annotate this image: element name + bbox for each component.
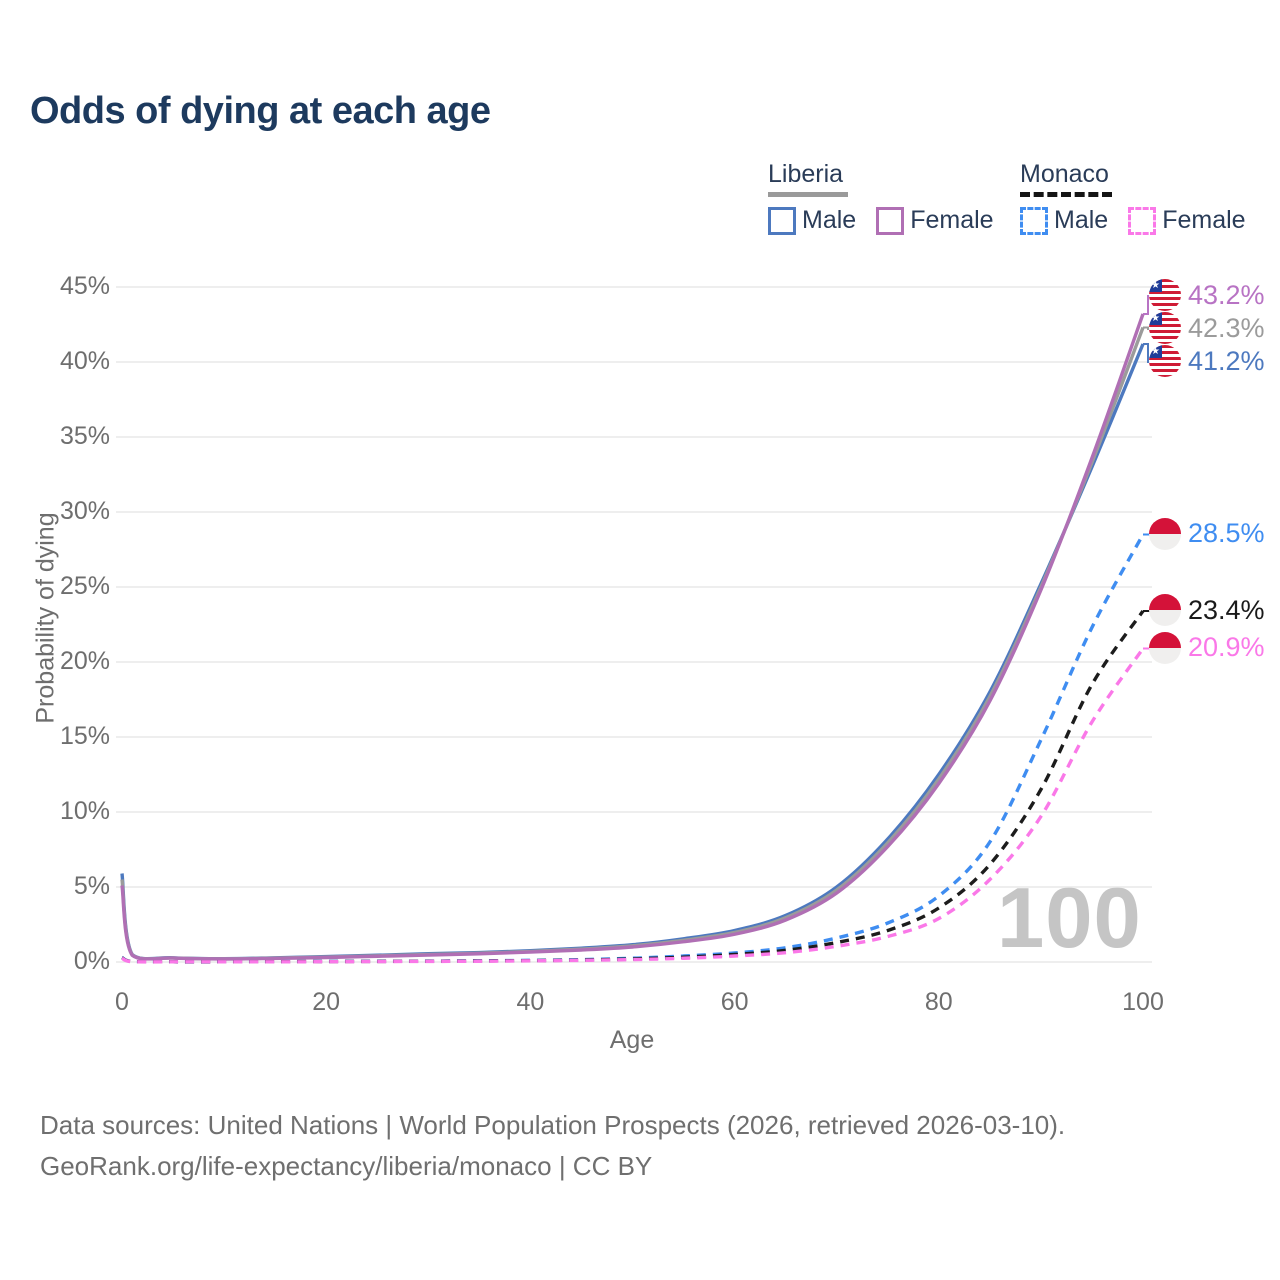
y-tick-label: 5% bbox=[73, 872, 110, 900]
legend-label-monaco-male: Male bbox=[1054, 206, 1109, 234]
end-label-value: 28.5% bbox=[1188, 518, 1265, 548]
x-tick-label: 100 bbox=[1122, 988, 1164, 1016]
y-tick-label: 10% bbox=[59, 797, 110, 825]
legend-linestyle-dashed bbox=[1020, 192, 1112, 197]
y-tick-label: 45% bbox=[59, 272, 110, 300]
monaco-flag-icon bbox=[1149, 631, 1181, 664]
y-tick-label: 0% bbox=[73, 947, 110, 975]
legend-label-monaco-female: Female bbox=[1162, 206, 1246, 234]
legend-linestyle-solid bbox=[768, 192, 848, 197]
legend-item-liberia-male[interactable]: Male bbox=[768, 206, 856, 235]
y-axis-title: Probability of dying bbox=[31, 512, 60, 724]
end-label-monaco-female: 20.9% bbox=[1149, 631, 1265, 664]
end-label-value: 41.2% bbox=[1188, 345, 1265, 376]
end-label-liberia-female: 43.2% bbox=[1149, 279, 1265, 311]
legend-title-monaco: Monaco bbox=[1020, 160, 1109, 188]
page-title: Odds of dying at each age bbox=[30, 90, 491, 132]
legend-item-liberia-female[interactable]: Female bbox=[876, 206, 994, 235]
x-tick-label: 40 bbox=[516, 988, 545, 1016]
legend-label-liberia-female: Female bbox=[910, 206, 994, 234]
legend-label-liberia-male: Male bbox=[802, 206, 857, 234]
y-tick-label: 30% bbox=[59, 497, 110, 525]
x-axis-title: Age bbox=[609, 1026, 655, 1054]
end-label-value: 43.2% bbox=[1188, 279, 1265, 310]
legend-swatch-liberia-male bbox=[768, 206, 796, 235]
end-label-liberia-both: 42.3% bbox=[1149, 312, 1265, 344]
liberia-flag-icon bbox=[1149, 312, 1181, 344]
x-tick-label: 60 bbox=[720, 988, 749, 1016]
x-tick-label: 0 bbox=[115, 988, 129, 1016]
monaco-flag-icon bbox=[1149, 517, 1181, 550]
footer-line-1: Data sources: United Nations | World Pop… bbox=[40, 1110, 1066, 1140]
monaco-flag-icon bbox=[1149, 594, 1181, 626]
legend-item-monaco-male[interactable]: Male bbox=[1020, 206, 1108, 235]
legend-swatch-liberia-female bbox=[876, 206, 905, 235]
end-label-value: 20.9% bbox=[1188, 632, 1265, 662]
x-tick-label: 20 bbox=[312, 988, 341, 1016]
data-source-footer: Data sources: United Nations | World Pop… bbox=[40, 1105, 1065, 1187]
legend-item-monaco-female[interactable]: Female bbox=[1128, 206, 1246, 235]
series-line-monaco-both-sexes bbox=[121, 610, 1145, 964]
y-tick-label: 15% bbox=[59, 722, 110, 750]
end-label-value: 42.3% bbox=[1188, 312, 1265, 343]
legend-title-liberia: Liberia bbox=[768, 160, 844, 188]
y-tick-label: 35% bbox=[59, 422, 110, 450]
liberia-flag-icon bbox=[1149, 345, 1181, 377]
y-tick-label: 25% bbox=[59, 572, 110, 600]
y-tick-label: 20% bbox=[59, 647, 110, 675]
y-tick-label: 40% bbox=[59, 347, 110, 375]
legend-group-liberia: Liberia Male Female bbox=[768, 160, 994, 235]
legend-group-monaco: Monaco Male Female bbox=[1020, 160, 1246, 235]
liberia-flag-icon bbox=[1149, 279, 1181, 311]
end-label-liberia-male: 41.2% bbox=[1149, 345, 1265, 377]
end-label-monaco-male: 28.5% bbox=[1149, 517, 1265, 550]
end-label-monaco-both: 23.4% bbox=[1149, 594, 1265, 626]
series-line-liberia-female bbox=[120, 313, 1145, 961]
series-line-liberia-both-sexes bbox=[120, 326, 1145, 961]
end-label-value: 23.4% bbox=[1188, 594, 1265, 625]
footer-line-2: GeoRank.org/life-expectancy/liberia/mona… bbox=[40, 1151, 653, 1181]
series-line-liberia-male bbox=[120, 343, 1145, 961]
x-tick-label: 80 bbox=[924, 988, 953, 1016]
series-line-monaco-male bbox=[121, 533, 1145, 964]
series-line-monaco-female bbox=[121, 647, 1145, 964]
legend-swatch-monaco-female bbox=[1128, 206, 1157, 235]
legend-swatch-monaco-male bbox=[1020, 206, 1048, 235]
